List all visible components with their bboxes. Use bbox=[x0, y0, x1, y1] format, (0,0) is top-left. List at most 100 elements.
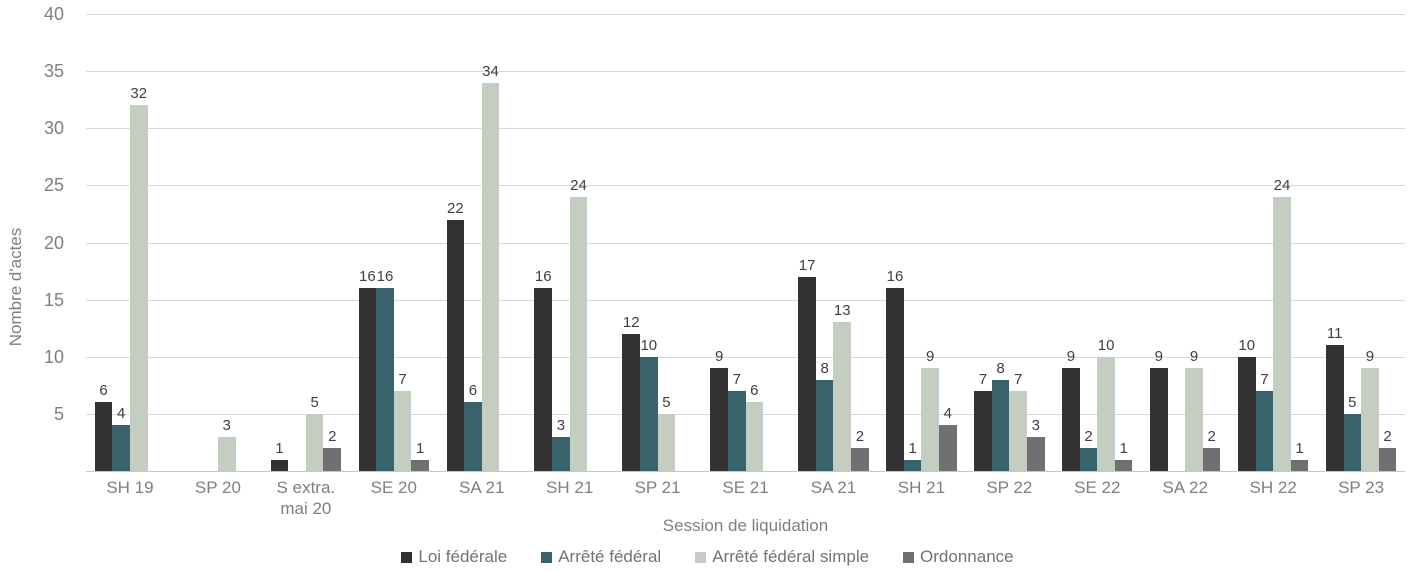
bar bbox=[1009, 391, 1027, 471]
bar-value-label: 5 bbox=[1348, 393, 1357, 411]
legend-swatch-icon bbox=[695, 551, 707, 563]
y-axis-tick-label: 25 bbox=[43, 175, 64, 196]
bar-value-label: 11 bbox=[1326, 325, 1343, 343]
bar-group: 16 3 24 bbox=[526, 14, 614, 471]
bar-value-label: 16 bbox=[886, 268, 904, 286]
bar bbox=[1062, 368, 1080, 471]
bar-value-label: 6 bbox=[99, 382, 108, 400]
bar-slot: 9 bbox=[921, 14, 939, 471]
bar-slot: 2 bbox=[323, 14, 342, 471]
bar-slot: 5 bbox=[1343, 14, 1362, 471]
bar-slot: 16 bbox=[358, 14, 377, 471]
bar-slot: 32 bbox=[129, 14, 148, 471]
bar bbox=[1273, 196, 1291, 471]
bar bbox=[657, 413, 676, 471]
x-axis-category-label: SE 22 bbox=[1074, 478, 1121, 497]
bar-slot: 22 bbox=[446, 14, 465, 471]
bar-slot: 7 bbox=[1255, 14, 1274, 471]
gridline bbox=[86, 299, 1405, 301]
bar-slot bbox=[200, 14, 218, 471]
bar-value-label: 7 bbox=[1260, 371, 1269, 389]
bar bbox=[640, 356, 658, 471]
bar bbox=[1290, 459, 1309, 471]
bar bbox=[1237, 356, 1256, 471]
bar bbox=[1378, 448, 1397, 471]
bar bbox=[1150, 368, 1168, 471]
y-axis-tick-label: 15 bbox=[43, 289, 64, 310]
bar-value-label: 7 bbox=[1013, 371, 1023, 389]
bar-slot: 1 bbox=[1114, 14, 1133, 471]
bar bbox=[217, 436, 236, 471]
bar-value-label: 12 bbox=[622, 313, 640, 331]
bar bbox=[534, 288, 553, 471]
x-axis-category-label: SE 21 bbox=[722, 478, 769, 497]
legend-swatch-icon bbox=[541, 551, 553, 563]
bar-slot: 11 bbox=[1325, 14, 1344, 471]
bar bbox=[1255, 391, 1274, 471]
bar-value-label: 8 bbox=[820, 359, 829, 377]
bar bbox=[569, 196, 588, 471]
bar bbox=[305, 413, 324, 471]
bar bbox=[112, 425, 130, 471]
x-axis-category-label: SH 19 bbox=[106, 478, 154, 497]
bar-slot: 8 bbox=[991, 14, 1010, 471]
bar-value-label: 9 bbox=[714, 348, 724, 366]
bar-value-label: 1 bbox=[1119, 439, 1128, 457]
bar-slot: 13 bbox=[833, 14, 852, 471]
bar-slot: 1 bbox=[903, 14, 922, 471]
bar-value-label: 32 bbox=[130, 85, 148, 103]
bar-slot: 8 bbox=[815, 14, 834, 471]
bar-slot: 16 bbox=[886, 14, 904, 471]
bar bbox=[710, 368, 728, 471]
bar bbox=[376, 288, 394, 471]
bar-slot: 17 bbox=[798, 14, 816, 471]
bar-value-label: 13 bbox=[833, 302, 851, 320]
x-axis-category-label: SH 21 bbox=[546, 478, 594, 497]
bar-slot: 9 bbox=[1361, 14, 1379, 471]
bar bbox=[921, 368, 939, 471]
gridline bbox=[86, 128, 1405, 130]
bar bbox=[552, 436, 570, 471]
bar-slot: 7 bbox=[974, 14, 992, 471]
bar-slot: 6 bbox=[745, 14, 764, 471]
bar-value-label: 2 bbox=[1383, 428, 1392, 446]
bar-slot: 34 bbox=[481, 14, 500, 471]
bar-slot: 12 bbox=[622, 14, 640, 471]
bar-slot: 6 bbox=[94, 14, 113, 471]
bar bbox=[745, 402, 764, 471]
bar bbox=[1361, 368, 1379, 471]
gridline bbox=[86, 242, 1405, 244]
bar bbox=[94, 402, 113, 471]
bar-value-label: 9 bbox=[1154, 348, 1163, 366]
bar-value-label: 10 bbox=[640, 336, 658, 354]
legend-item: Loi fédérale bbox=[401, 547, 507, 567]
x-axis-category-label: SH 22 bbox=[1249, 478, 1297, 497]
bar-slot: 2 bbox=[1202, 14, 1221, 471]
bar-slot: 4 bbox=[112, 14, 130, 471]
bar-value-label: 16 bbox=[534, 268, 552, 286]
bar-value-label: 2 bbox=[1084, 428, 1093, 446]
bar-slot bbox=[587, 14, 605, 471]
y-axis-tick-label: 10 bbox=[43, 346, 64, 367]
bar-slot: 7 bbox=[727, 14, 746, 471]
bar-value-label: 10 bbox=[1238, 336, 1256, 354]
bar-value-label: 22 bbox=[446, 199, 464, 217]
bar bbox=[464, 402, 482, 471]
bar bbox=[270, 459, 289, 471]
bar bbox=[1325, 345, 1344, 471]
bar bbox=[939, 425, 957, 471]
bar bbox=[851, 448, 869, 471]
bar-value-label: 5 bbox=[310, 393, 319, 411]
legend-label: Arrêté fédéral simple bbox=[712, 547, 870, 566]
legend: Loi fédérale Arrêté fédéral Arrêté fédéral… bbox=[0, 547, 1415, 567]
bar-value-label: 5 bbox=[662, 393, 671, 411]
bar bbox=[446, 219, 465, 471]
bar-group: 10 7 24 1 bbox=[1229, 14, 1317, 471]
bar bbox=[1097, 356, 1115, 471]
x-axis-category-label: SP 20 bbox=[194, 478, 241, 497]
y-axis-tick-label: 30 bbox=[43, 118, 64, 139]
bar-slot: 16 bbox=[376, 14, 394, 471]
legend-item: Arrêté fédéral simple bbox=[695, 547, 869, 567]
bar bbox=[1202, 448, 1221, 471]
